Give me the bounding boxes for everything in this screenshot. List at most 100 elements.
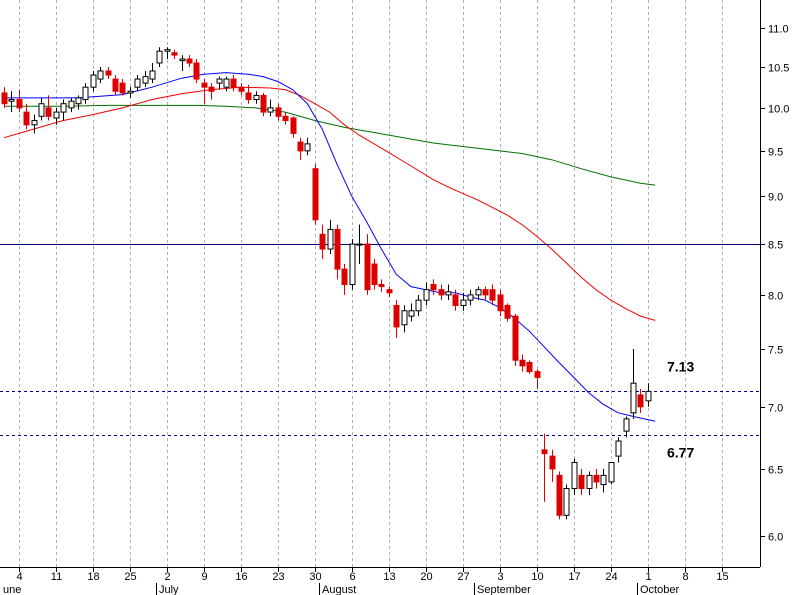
candle bbox=[156, 47, 163, 67]
candle-body bbox=[267, 107, 274, 113]
candle bbox=[193, 59, 200, 84]
ma-short-line bbox=[4, 72, 656, 422]
candle bbox=[149, 63, 156, 84]
candle-body bbox=[541, 449, 548, 455]
x-tick-label: 6 bbox=[349, 571, 355, 583]
x-tick-label: 11 bbox=[51, 571, 62, 583]
candle-body bbox=[460, 299, 467, 306]
x-tick-label: 27 bbox=[457, 571, 469, 583]
candle-body bbox=[223, 78, 230, 88]
candle-body bbox=[53, 111, 60, 119]
candle-body bbox=[216, 78, 223, 84]
candle-body bbox=[297, 141, 304, 152]
y-tick-label: 10.0 bbox=[768, 104, 789, 116]
candle bbox=[60, 99, 67, 121]
candle bbox=[75, 95, 82, 110]
candle-body bbox=[512, 315, 519, 361]
axes bbox=[0, 0, 761, 568]
candle-body bbox=[423, 289, 430, 301]
horizontal-lines bbox=[0, 244, 760, 436]
candle bbox=[467, 289, 474, 306]
candle-body bbox=[386, 289, 393, 294]
price-annotation: 7.13 bbox=[667, 359, 694, 375]
candle bbox=[186, 55, 193, 67]
candle bbox=[341, 264, 348, 295]
candle-body bbox=[623, 418, 630, 432]
candle-body bbox=[16, 99, 23, 109]
candle-body bbox=[119, 82, 126, 94]
candle bbox=[97, 66, 104, 84]
candle bbox=[208, 83, 215, 100]
candle bbox=[164, 47, 171, 60]
candle-body bbox=[334, 228, 341, 270]
candle-body bbox=[549, 455, 556, 470]
candle-body bbox=[164, 49, 171, 52]
candle bbox=[349, 239, 356, 290]
candle bbox=[615, 437, 622, 463]
candle-body bbox=[171, 52, 178, 56]
candle bbox=[504, 303, 511, 322]
candle-body bbox=[312, 168, 319, 221]
candle-body bbox=[245, 92, 252, 101]
candle bbox=[230, 75, 237, 92]
candle bbox=[637, 389, 644, 413]
candle-body bbox=[349, 243, 356, 285]
candle-body bbox=[445, 291, 452, 296]
candle bbox=[630, 348, 637, 419]
candle bbox=[586, 471, 593, 496]
candle bbox=[482, 286, 489, 301]
candle bbox=[179, 55, 186, 71]
candle-body bbox=[401, 310, 408, 326]
ma-long-line bbox=[4, 104, 656, 186]
candle bbox=[23, 103, 30, 130]
candle-body bbox=[97, 70, 104, 80]
y-tick-label: 7.0 bbox=[768, 403, 783, 415]
candle-body bbox=[179, 58, 186, 62]
candle-body bbox=[371, 263, 378, 285]
candle-body bbox=[341, 268, 348, 285]
candle bbox=[541, 433, 548, 502]
y-tick-label: 6.0 bbox=[768, 532, 783, 544]
y-tick-label: 7.5 bbox=[768, 345, 783, 357]
candle bbox=[8, 91, 15, 113]
candle-body bbox=[600, 474, 607, 486]
candle-body bbox=[75, 97, 82, 105]
candle-body bbox=[430, 283, 437, 291]
candle bbox=[245, 84, 252, 104]
candle-body bbox=[201, 82, 208, 88]
candle bbox=[31, 114, 38, 134]
candle bbox=[112, 75, 119, 96]
candle bbox=[68, 97, 75, 113]
candle bbox=[623, 416, 630, 438]
month-label: August bbox=[322, 584, 356, 595]
candle-body bbox=[290, 117, 297, 134]
candle-body bbox=[586, 474, 593, 489]
candle bbox=[489, 284, 496, 306]
candle-body bbox=[31, 120, 38, 126]
x-tick-label: 16 bbox=[235, 571, 247, 583]
x-tick-label: 4 bbox=[16, 571, 22, 583]
candle bbox=[304, 137, 311, 156]
candle bbox=[90, 70, 97, 92]
candle-body bbox=[142, 76, 149, 84]
candle-body bbox=[364, 243, 371, 291]
y-tick-label: 8.5 bbox=[768, 240, 783, 252]
candle bbox=[645, 383, 652, 407]
candle bbox=[260, 92, 267, 117]
candle-body bbox=[319, 233, 326, 250]
candle bbox=[571, 458, 578, 496]
candle bbox=[297, 137, 304, 160]
moving-averages bbox=[3, 72, 656, 422]
candle bbox=[16, 89, 23, 113]
candle bbox=[549, 449, 556, 482]
candle bbox=[475, 286, 482, 301]
candle bbox=[45, 95, 52, 121]
candle bbox=[216, 76, 223, 90]
candle bbox=[371, 259, 378, 290]
candle-body bbox=[8, 99, 15, 102]
y-tick-label: 9.5 bbox=[768, 147, 783, 159]
candle bbox=[408, 303, 415, 322]
x-tick-label: 17 bbox=[568, 571, 580, 583]
candle bbox=[608, 461, 615, 485]
